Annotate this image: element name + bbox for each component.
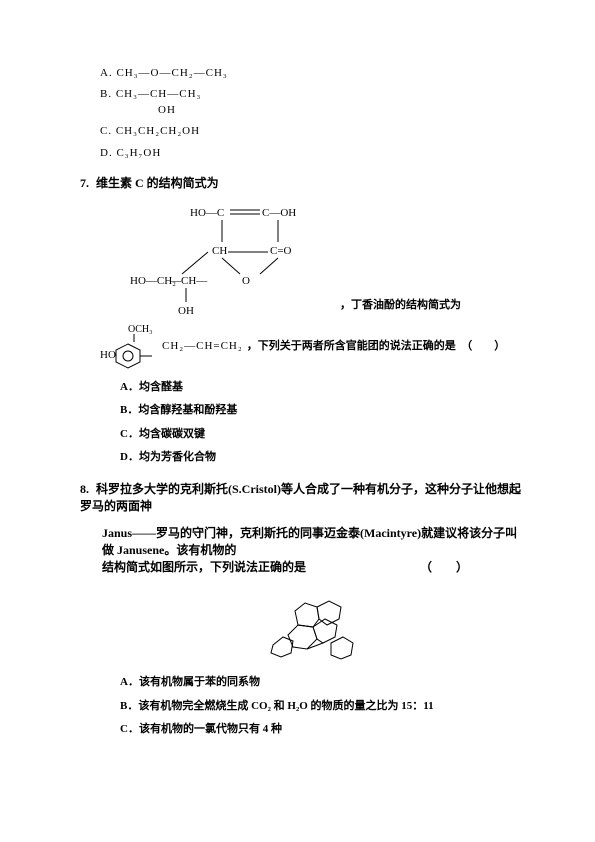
q7-note2: ，下列关于两者所含官能团的说法正确的是 （ ） xyxy=(247,339,506,354)
q7-vitamin-c-structure: HO—C C—OH CH C=O O HO—CH₂ —CH— OH ，丁香油酚的… xyxy=(130,202,525,312)
vc-oh-bot: OH xyxy=(178,305,194,317)
q7-stem-text: 维生素 C 的结构简式为 xyxy=(96,176,219,190)
vc-ch-top: CH xyxy=(212,245,227,257)
q7-stem: 7. 维生素 C 的结构简式为 xyxy=(80,175,525,192)
vc-ch-mid: —CH— xyxy=(169,275,208,287)
q6-option-a: A. CH₃—O—CH₂—CH₃ xyxy=(100,66,525,81)
q6-option-b: B. CH₃—CH—CH₃ OH xyxy=(100,87,525,118)
q7-option-d: D．均为芳香化合物 xyxy=(120,450,525,465)
q8-option-a: A．该有机物属于苯的同系物 xyxy=(120,675,525,690)
q6-b-text: B. CH₃—CH—CH₃ xyxy=(100,88,201,100)
q8-stem2: Janus——罗马的守门神，克利斯托的同事迈金泰(Macintyre)就建议将该… xyxy=(102,525,525,559)
q7-option-b: B．均含醇羟基和酚羟基 xyxy=(120,403,525,418)
q8-option-b: B．该有机物完全燃烧生成 CO₂ 和 H₂O 的物质的量之比为 15：11 xyxy=(120,699,525,714)
q6-b-sub: OH xyxy=(158,104,176,116)
vc-o: O xyxy=(242,275,250,287)
q7-option-a: A．均含醛基 xyxy=(120,380,525,395)
vc-hoc: HO—C xyxy=(190,207,224,219)
q6-option-d: D. C₃H₇OH xyxy=(100,146,525,161)
eu-ho: HO xyxy=(100,349,116,361)
vc-coh: C—OH xyxy=(262,207,296,219)
q8-stem1: 科罗拉多大学的克利斯托(S.Cristol)等人合成了一种有机分子，这种分子让他… xyxy=(80,482,521,513)
eu-chain: CH₂—CH=CH₂ xyxy=(162,339,243,354)
q7-number: 7. xyxy=(80,176,89,190)
q8-number: 8. xyxy=(80,482,89,496)
q7-eugenol-structure: OCH₃ HO CH₂—CH=CH₂ ，下列关于两者所含官能团的说法正确的是 （… xyxy=(100,322,525,372)
q7-option-c: C．均含碳碳双键 xyxy=(120,427,525,442)
q8-janusene-structure xyxy=(243,585,363,665)
q6-option-c: C. CH₃CH₂CH₂OH xyxy=(100,124,525,139)
eu-och3: OCH₃ xyxy=(128,324,153,335)
q8-stem: 8. 科罗拉多大学的克利斯托(S.Cristol)等人合成了一种有机分子，这种分… xyxy=(80,481,525,515)
q7-note1: ，丁香油酚的结构简式为 xyxy=(340,298,461,313)
vc-co: C=O xyxy=(270,245,292,257)
q8-stem3: 结构简式如图所示，下列说法正确的是 （ ） xyxy=(102,559,525,576)
q8-option-c: C．该有机物的一氯代物只有 4 种 xyxy=(120,722,525,737)
